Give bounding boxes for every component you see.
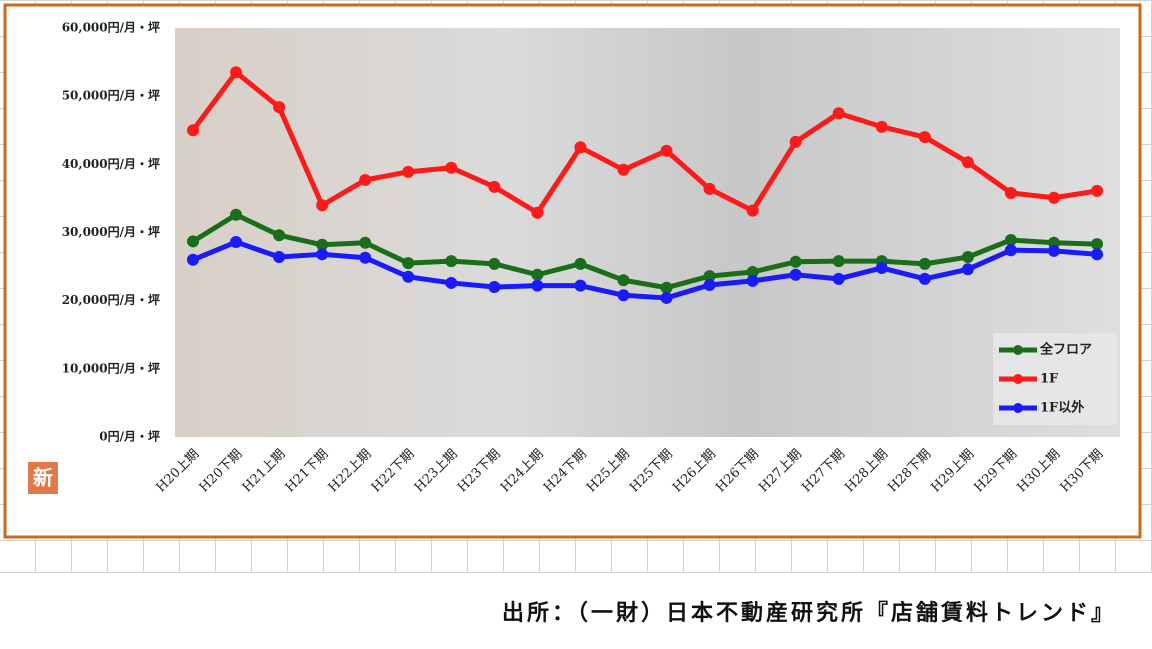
point xyxy=(961,263,974,276)
plot-overlay xyxy=(175,28,1120,437)
series-line xyxy=(192,239,1098,301)
point xyxy=(746,204,759,217)
point xyxy=(187,124,199,137)
point xyxy=(359,251,372,264)
point xyxy=(574,279,587,292)
point xyxy=(746,266,759,279)
point xyxy=(531,206,544,219)
legend-label: 1F以外 xyxy=(1040,400,1084,416)
point xyxy=(230,208,243,221)
point xyxy=(316,248,329,261)
source-note: 出所：（一財）日本不動産研究所『店舗賃料トレンド』 xyxy=(501,600,1116,626)
point xyxy=(574,141,587,154)
point xyxy=(445,161,458,174)
legend-label: 1F xyxy=(1040,372,1059,387)
point xyxy=(1047,191,1060,204)
point xyxy=(660,281,673,294)
point xyxy=(1047,244,1060,257)
point xyxy=(402,270,415,283)
point xyxy=(1091,184,1103,197)
point xyxy=(789,268,802,281)
point xyxy=(1004,186,1017,199)
point xyxy=(402,257,415,270)
series-line xyxy=(191,212,1098,291)
point xyxy=(316,199,329,212)
point xyxy=(832,107,845,120)
y-tick-label: 50,000円/月・坪 xyxy=(62,89,160,103)
point xyxy=(660,144,673,157)
point xyxy=(445,255,458,268)
point xyxy=(1091,248,1103,261)
point xyxy=(230,236,243,249)
chart: 新 0円/月・坪 10,000円/月・坪 20,000円/月・坪 30,000円/月・… xyxy=(3,3,1142,539)
legend-marker xyxy=(1013,374,1023,384)
point xyxy=(273,229,286,242)
plot-background xyxy=(175,28,1120,437)
point xyxy=(1091,238,1103,251)
point xyxy=(187,253,199,266)
point xyxy=(832,272,845,285)
point xyxy=(316,238,329,251)
point xyxy=(703,182,716,195)
point xyxy=(488,281,501,294)
point xyxy=(918,272,931,285)
legend-marker xyxy=(1013,403,1023,413)
point xyxy=(961,251,974,264)
point xyxy=(531,268,544,281)
series-line xyxy=(190,69,1098,216)
point xyxy=(359,236,372,249)
point xyxy=(445,276,458,289)
point xyxy=(918,257,931,270)
point xyxy=(1004,233,1017,246)
badge-box xyxy=(28,462,58,494)
footer-row: 出所：（一財）日本不動産研究所『店舗賃料トレンド』 xyxy=(0,572,1152,649)
y-tick-label: 40,000円/月・坪 xyxy=(62,157,160,171)
y-tick-label: 30,000円/月・坪 xyxy=(62,225,160,239)
point xyxy=(789,135,802,148)
point xyxy=(488,180,501,193)
y-tick-label: 0円/月・坪 xyxy=(99,430,160,444)
legend-label: 全フロア xyxy=(1039,342,1092,358)
point xyxy=(789,255,802,268)
point xyxy=(746,274,759,287)
point xyxy=(402,165,415,178)
point xyxy=(531,279,544,292)
point xyxy=(273,251,286,264)
point xyxy=(1004,244,1017,257)
point xyxy=(230,66,243,79)
point xyxy=(488,257,501,270)
point xyxy=(187,235,199,248)
point xyxy=(703,270,716,283)
point xyxy=(273,101,286,114)
y-tick-label: 20,000円/月・坪 xyxy=(62,293,160,307)
point xyxy=(617,163,630,176)
y-tick-label: 60,000円/月・坪 xyxy=(62,21,160,35)
point xyxy=(359,174,372,187)
point xyxy=(832,255,845,268)
point xyxy=(660,291,673,304)
point xyxy=(617,274,630,287)
point xyxy=(617,289,630,302)
point xyxy=(875,261,888,274)
point xyxy=(961,156,974,169)
legend-marker xyxy=(1013,345,1023,355)
point xyxy=(574,257,587,270)
point xyxy=(875,120,888,133)
point xyxy=(703,278,716,291)
y-tick-label: 10,000円/月・坪 xyxy=(62,361,160,375)
point xyxy=(918,131,931,144)
badge: 新 xyxy=(33,466,53,490)
